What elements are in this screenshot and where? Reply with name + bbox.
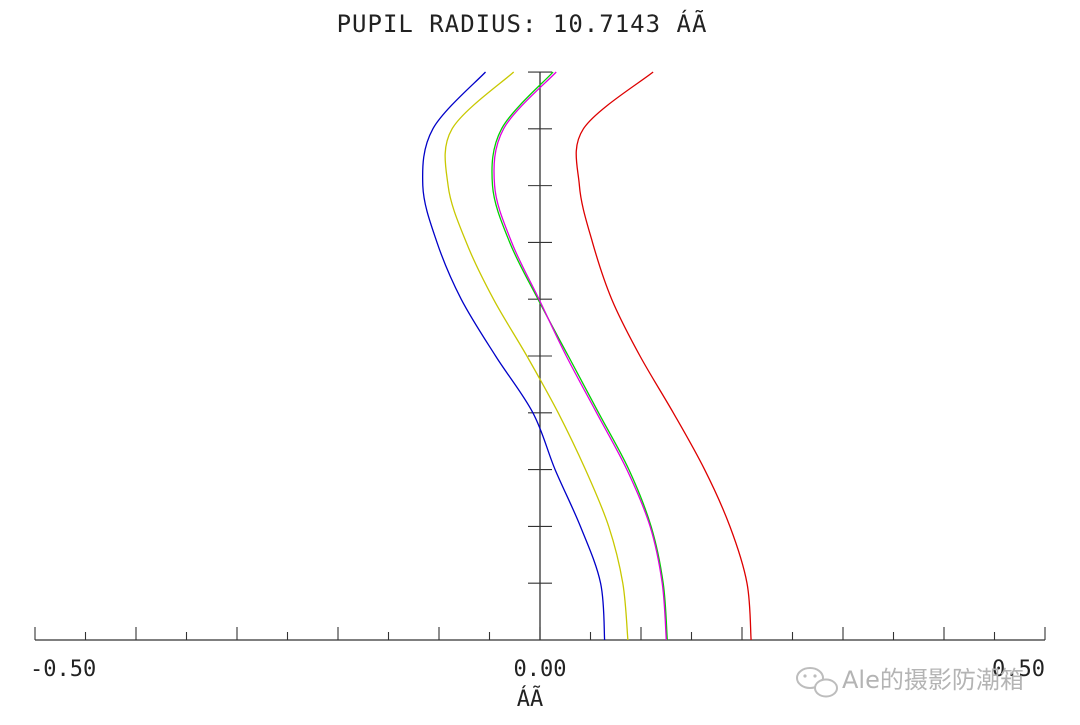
plot-area (421, 71, 752, 641)
chart-title: PUPIL RADIUS: 10.7143 ÁÃ (337, 8, 708, 38)
axes (34, 71, 1046, 641)
wechat-icon (796, 667, 838, 698)
x-tick-label: 0.50 (992, 657, 1045, 682)
watermark-text: Ale的摄影防潮箱 (842, 666, 1024, 694)
series-line-3 (491, 71, 668, 641)
series-line-5 (575, 71, 752, 641)
x-tick-label: 0.00 (514, 657, 567, 682)
x-tick-label: -0.50 (30, 657, 96, 682)
x-axis-label: ÁÃ (517, 685, 544, 712)
series-line-1 (421, 71, 606, 641)
watermark: Ale的摄影防潮箱 (796, 666, 1024, 698)
tick-labels: -0.50 0.00 0.50 (30, 657, 1045, 682)
series-line-2 (444, 71, 629, 641)
series-line-4 (493, 71, 667, 641)
